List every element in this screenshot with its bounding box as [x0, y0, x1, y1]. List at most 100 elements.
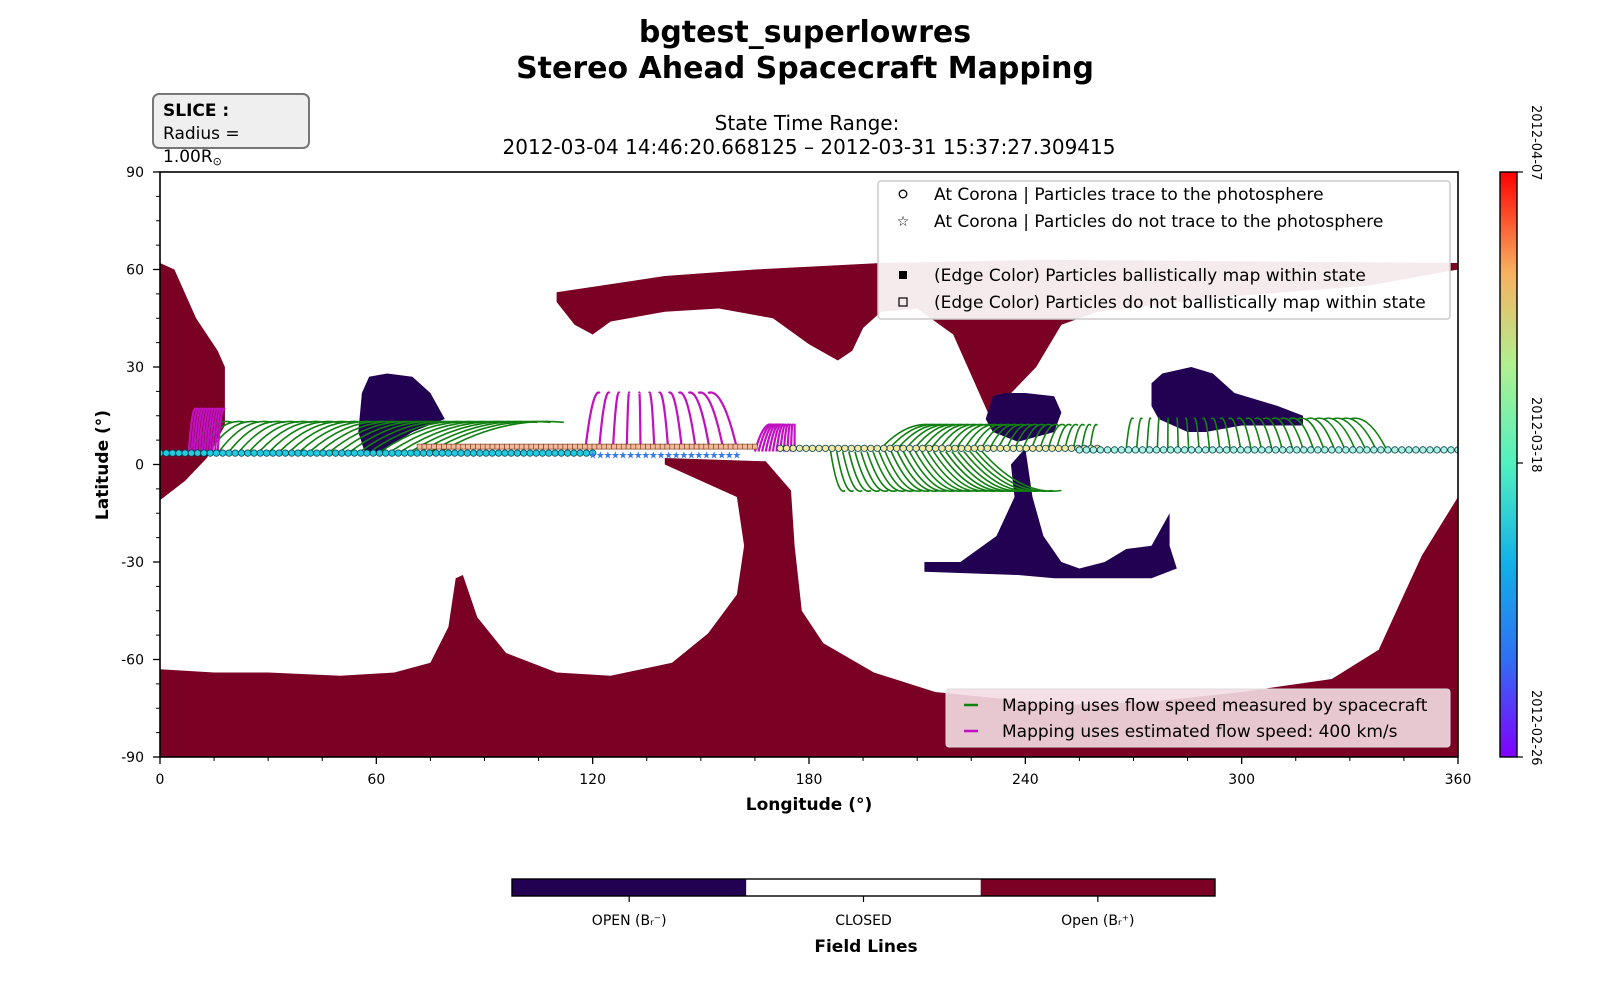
footpoint-square — [742, 443, 749, 450]
measured-flow-line — [829, 451, 846, 493]
footpoint-circle — [1279, 446, 1287, 454]
slice-heading: SLICE : — [163, 101, 230, 121]
field-colorbar-tick-label: CLOSED — [835, 913, 892, 929]
footpoint-circle — [407, 449, 415, 457]
footpoint-circle — [1314, 446, 1322, 454]
footpoint-square — [494, 443, 501, 450]
footpoint-circle — [1131, 446, 1140, 454]
footpoint-circle — [808, 444, 817, 452]
estimated-flow-line — [200, 407, 211, 452]
footpoint-circle — [1230, 446, 1238, 454]
footpoint-circle — [168, 449, 177, 457]
footpoint-star: ★ — [687, 451, 696, 462]
footpoint-circle — [507, 449, 515, 457]
footpoint-star: ★ — [694, 451, 703, 462]
legend-lines: Mapping uses flow speed measured by spac… — [945, 688, 1451, 748]
measured-flow-line — [1176, 417, 1179, 449]
footpoint-circle — [225, 449, 233, 457]
measured-flow-line — [902, 451, 950, 492]
footpoint-circle — [957, 444, 966, 452]
open-negative-region — [358, 373, 445, 455]
footpoint-circle — [1244, 446, 1252, 454]
footpoint-circle — [313, 449, 321, 457]
footpoint-circle — [1029, 444, 1037, 452]
footpoint-circle — [388, 449, 396, 457]
footpoint-circle — [1447, 446, 1455, 454]
measured-flow-line — [1125, 417, 1135, 449]
measured-flow-line — [1081, 423, 1092, 449]
footpoint-square — [645, 443, 651, 450]
footpoint-circle — [1117, 446, 1126, 454]
y-tick-label: -60 — [121, 653, 144, 669]
footpoint-square — [562, 443, 569, 450]
footpoint-square — [499, 443, 506, 450]
measured-flow-line — [896, 451, 941, 492]
footpoint-circle — [1061, 444, 1069, 452]
footpoint-circle — [400, 449, 409, 457]
footpoint-circle — [1349, 446, 1357, 454]
measured-flow-line — [872, 451, 906, 492]
footpoint-square — [703, 443, 710, 450]
footpoint-circle — [776, 444, 784, 452]
footpoint-square — [718, 443, 724, 450]
footpoint-star: ★ — [603, 451, 612, 462]
footpoint-circle — [899, 444, 907, 452]
open-negative-region — [985, 393, 1062, 442]
plot-area: ★★★★★★★★★★★★★★★★★★★★ — [160, 259, 1458, 757]
footpoint-square — [693, 443, 700, 450]
footpoint-square — [654, 443, 661, 450]
y-tick-label: 0 — [135, 458, 144, 474]
measured-flow-line — [1340, 417, 1377, 449]
footpoint-circle — [1096, 446, 1105, 454]
footpoint-square — [445, 443, 452, 450]
measured-flow-line — [218, 420, 273, 452]
footpoint-circle — [925, 444, 933, 452]
x-tick-label: 0 — [156, 772, 165, 788]
footpoint-square — [475, 443, 481, 450]
measured-flow-line — [1314, 417, 1346, 449]
footpoint-square — [426, 443, 433, 450]
footpoint-square — [572, 443, 578, 450]
measured-flow-line — [1323, 417, 1356, 449]
footpoint-circle — [1145, 446, 1154, 454]
footpoint-square — [528, 443, 535, 450]
legend-square-filled-icon — [899, 271, 907, 279]
footpoint-circle — [1003, 444, 1011, 452]
estimated-flow-line — [638, 391, 642, 449]
footpoint-square — [737, 443, 744, 450]
footpoint-square — [552, 443, 559, 450]
footpoint-circle — [860, 444, 868, 452]
measured-flow-line — [854, 451, 881, 492]
footpoint-circle — [237, 449, 246, 457]
time-colorbar-tick-label: 2012-03-18 — [1528, 397, 1543, 473]
footpoint-circle — [494, 449, 503, 457]
estimated-flow-line — [203, 407, 213, 452]
footpoint-circle — [1419, 446, 1427, 454]
legend-markers: At Corona | Particles trace to the photo… — [877, 180, 1451, 320]
footpoint-square — [416, 443, 423, 450]
y-tick-label: 30 — [126, 360, 144, 376]
x-tick-label: 360 — [1445, 772, 1472, 788]
footpoint-square — [713, 443, 719, 450]
footpoint-square — [596, 443, 603, 450]
footpoint-square — [518, 443, 525, 450]
footpoint-circle — [1426, 446, 1434, 454]
footpoint-square — [752, 443, 758, 450]
footpoint-circle — [1251, 446, 1259, 454]
legend-lines-box — [945, 688, 1451, 748]
field-colorbar-segment — [746, 879, 981, 896]
footpoint-square — [479, 443, 486, 450]
footpoint-circle — [482, 449, 490, 457]
footpoint-circle — [1009, 444, 1017, 452]
footpoint-square — [504, 443, 510, 450]
estimated-flow-line — [195, 407, 205, 452]
footpoint-star: ★ — [619, 451, 628, 462]
footpoint-circle — [867, 444, 875, 452]
field-colorbar: Field Lines OPEN (Bᵣ⁻) CLOSED Open (Bᵣ⁺) — [511, 878, 1216, 957]
footpoint-circle — [256, 449, 264, 457]
footpoint-circle — [983, 444, 992, 452]
legend-markers-box — [877, 180, 1451, 320]
footpoint-circle — [893, 444, 901, 452]
footpoint-circle — [444, 449, 452, 457]
measured-flow-line — [908, 451, 958, 492]
